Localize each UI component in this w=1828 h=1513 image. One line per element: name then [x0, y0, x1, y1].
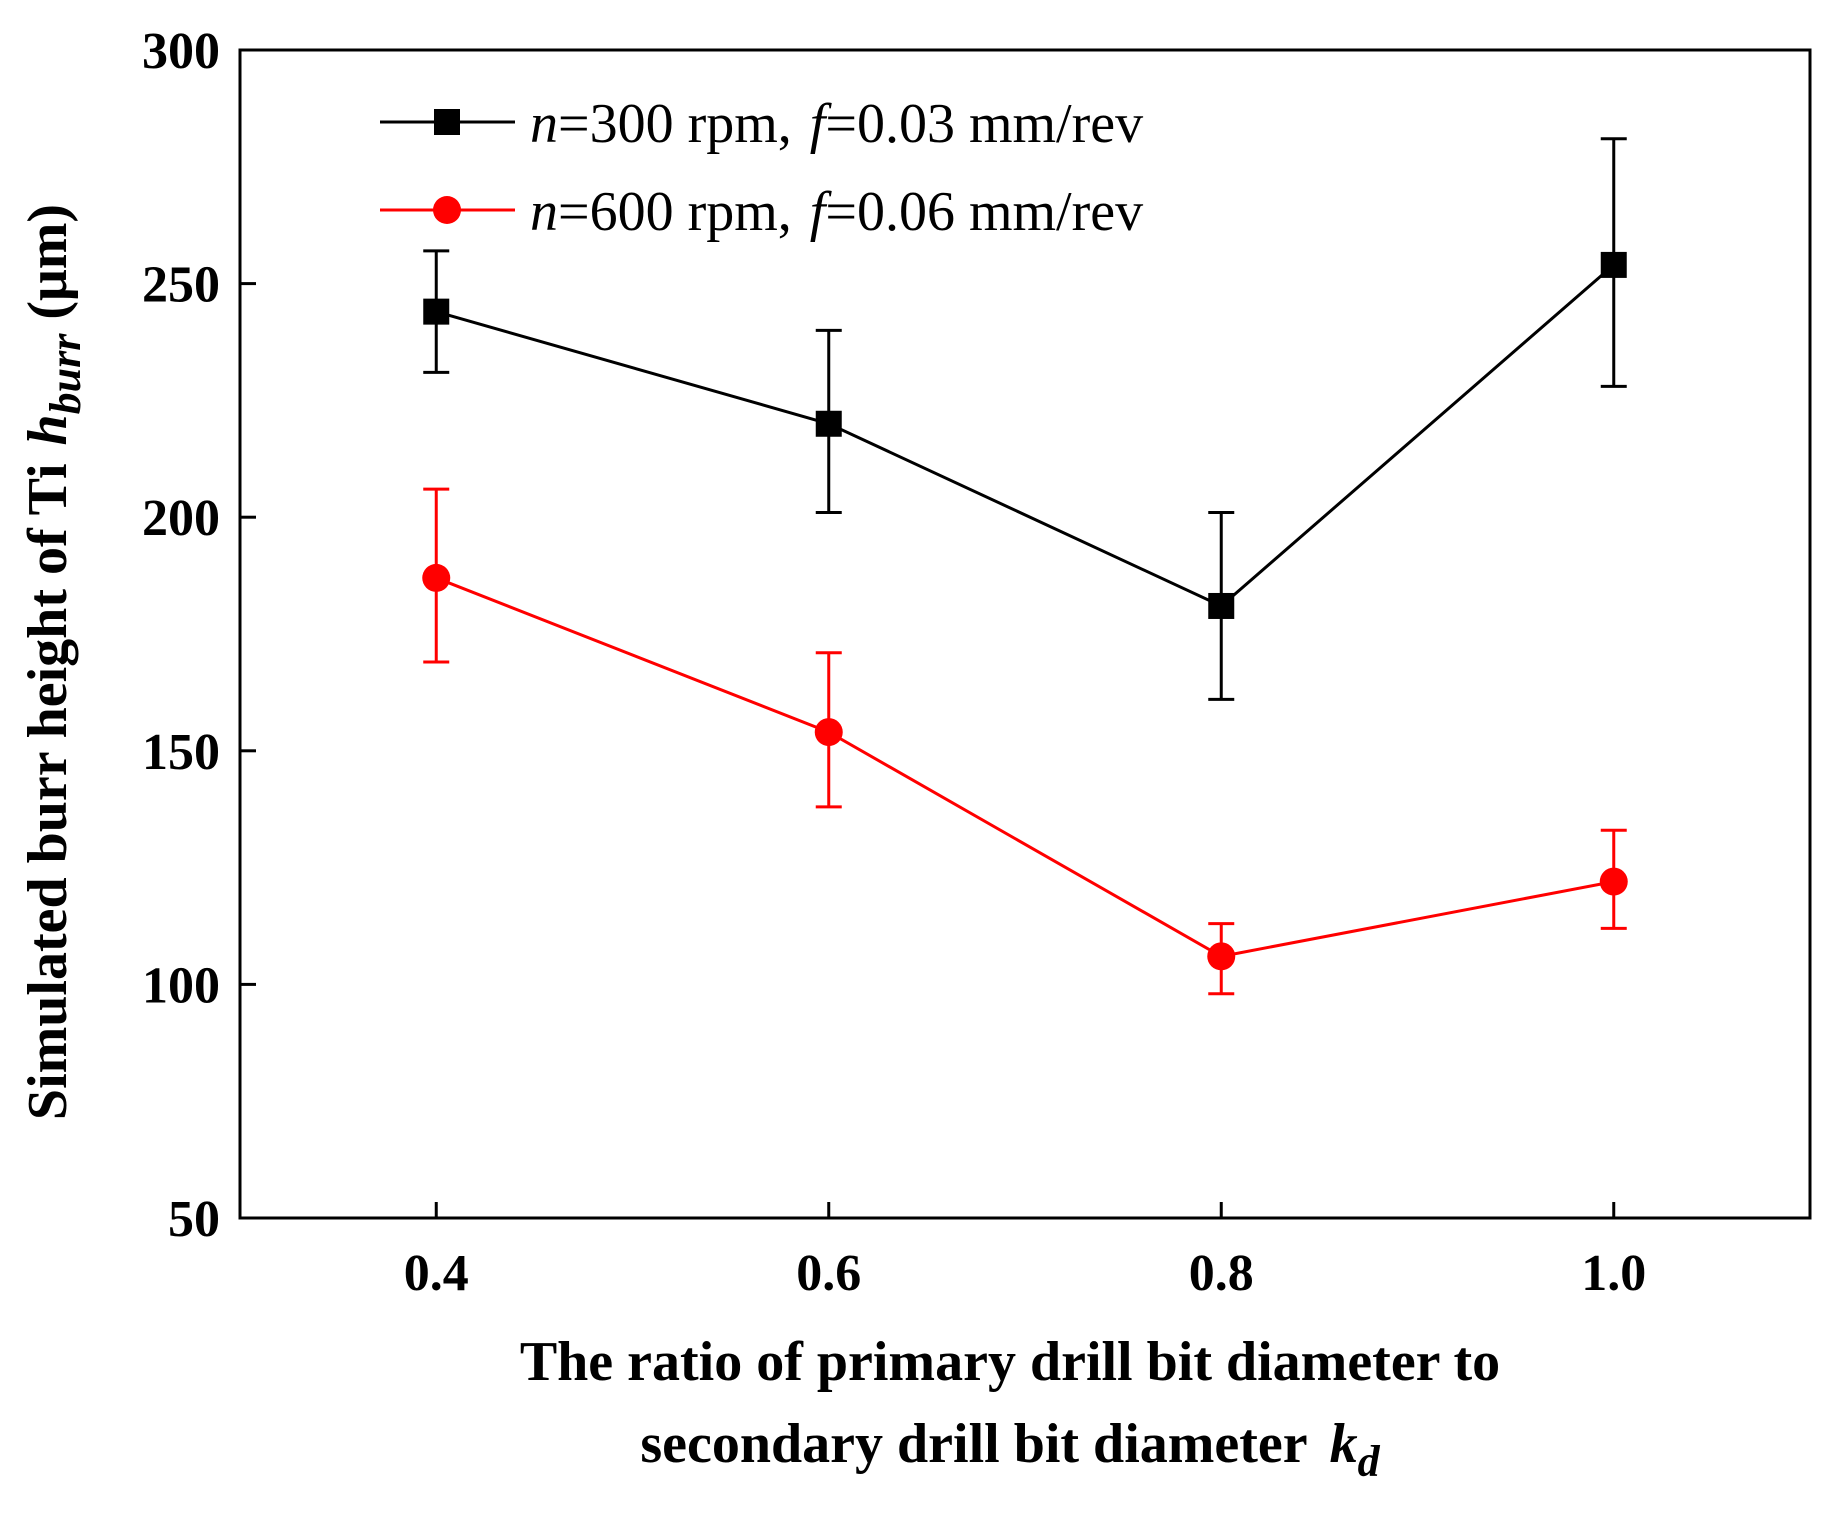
series-layer: [422, 137, 1628, 996]
data-point: [1599, 867, 1628, 896]
data-point: [1207, 942, 1236, 971]
data-point: [1600, 251, 1627, 278]
y-axis-ticks: 50 100 150 200 250 300: [142, 23, 256, 1248]
y-tick-label: 50: [168, 1191, 220, 1248]
y-tick-label: 300: [142, 23, 220, 80]
x-tick-label: 1.0: [1581, 1245, 1646, 1302]
x-axis-title-line-1: The ratio of primary drill bit diameter …: [520, 1331, 1500, 1393]
legend-label-series-1: n=300 rpm, f=0.03 mm/rev: [530, 93, 1143, 155]
plot-border: [238, 48, 1812, 1220]
series-1: [423, 137, 1627, 701]
x-tick-label: 0.4: [404, 1245, 469, 1302]
plot-frame: [238, 48, 1812, 1220]
x-axis-ticks: 0.4 0.6 0.8 1.0: [404, 1202, 1646, 1302]
series-2: [422, 487, 1628, 996]
legend-marker-series-1: [434, 109, 460, 135]
x-tick-label: 0.8: [1189, 1245, 1254, 1302]
series-line: [435, 576, 1615, 958]
data-point: [815, 410, 842, 437]
data-point: [422, 563, 451, 592]
y-tick-label: 150: [142, 724, 220, 781]
y-tick-label: 200: [142, 490, 220, 547]
x-tick-label: 0.6: [796, 1245, 861, 1302]
y-axis-title: Simulated burr height of Tihburr(μm): [17, 204, 90, 1120]
series-line: [435, 263, 1615, 608]
legend-label-series-2: n=600 rpm, f=0.06 mm/rev: [530, 181, 1143, 243]
legend-entry-series-2: n=600 rpm, f=0.06 mm/rev: [380, 181, 1143, 243]
data-point: [423, 298, 450, 325]
data-point: [814, 718, 843, 747]
y-tick-label: 250: [142, 257, 220, 314]
y-tick-label: 100: [142, 957, 220, 1014]
legend: n=300 rpm, f=0.03 mm/rev n=600 rpm, f=0.06…: [380, 93, 1143, 243]
legend-marker-series-2: [433, 196, 461, 224]
x-axis-title-line-2: secondary drill bit diameter kd: [640, 1413, 1380, 1486]
data-point: [1208, 592, 1235, 619]
legend-entry-series-1: n=300 rpm, f=0.03 mm/rev: [380, 93, 1143, 155]
